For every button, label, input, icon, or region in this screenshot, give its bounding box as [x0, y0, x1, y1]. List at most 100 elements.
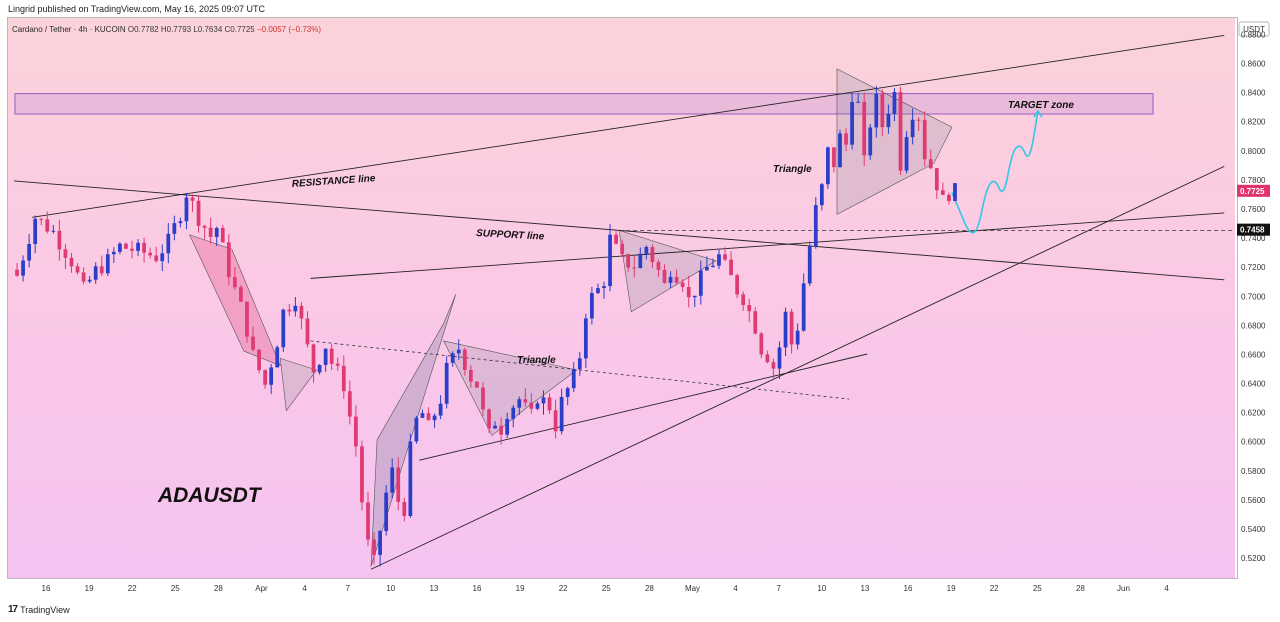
candle-body	[130, 248, 134, 251]
currency-tag-box	[1238, 21, 1270, 37]
candle-body	[916, 119, 921, 121]
candle-body	[487, 409, 491, 429]
candle-body	[704, 266, 709, 271]
time-tick: 10	[386, 584, 395, 593]
candle-body	[499, 425, 504, 435]
candle-body	[953, 183, 957, 201]
price-tick: 0.5400	[1241, 525, 1266, 534]
time-tick: 13	[429, 584, 438, 593]
candle-body	[160, 253, 165, 262]
tradingview-icon: 17	[8, 604, 18, 615]
close-value: C0.7725	[224, 25, 255, 34]
candle-body	[293, 305, 298, 312]
candle-body	[281, 309, 286, 348]
candle-body	[668, 276, 673, 283]
candle-body	[462, 349, 467, 370]
candle-body	[807, 246, 812, 284]
candle-body	[686, 287, 691, 298]
candle-body	[124, 243, 128, 249]
mid-channel-line	[310, 212, 1225, 279]
time-tick: 28	[645, 584, 654, 593]
change-value: −0.0057 (−0.73%)	[256, 25, 322, 34]
bottom-bar	[0, 600, 1280, 622]
candle-body	[305, 318, 310, 345]
price-axis: USDT 0.5200 0.5400 0.5600 0.5800 0.6000 0.6200…	[1237, 21, 1270, 563]
level-price-tag: 0.7458	[1237, 223, 1270, 236]
brand-label: TradingView	[20, 604, 70, 615]
candle-body	[384, 492, 389, 532]
level-price-tag-label: 0.7458	[1240, 226, 1265, 235]
time-tick: 25	[602, 584, 611, 593]
candle-body	[45, 219, 50, 232]
candle-body	[15, 269, 19, 276]
time-tick: Apr	[255, 584, 268, 593]
candle-body	[329, 348, 334, 364]
candle-body	[81, 272, 86, 282]
candle-body	[136, 242, 140, 251]
candle-body	[420, 413, 425, 418]
candle-body	[456, 349, 461, 354]
candle-body	[934, 168, 939, 191]
candle-body	[826, 147, 830, 185]
candle-body	[940, 190, 945, 195]
candle-body	[299, 305, 304, 319]
triangle-shade-small	[279, 357, 318, 412]
price-tick: 0.8400	[1241, 89, 1266, 98]
candle-body	[111, 251, 116, 255]
candle-body	[245, 301, 249, 337]
time-tick: 22	[128, 584, 137, 593]
candle-body	[257, 349, 261, 371]
candle-body	[105, 254, 110, 274]
time-tick: 25	[1033, 584, 1042, 593]
candle-body	[553, 410, 558, 432]
time-tick: May	[685, 584, 700, 593]
candle-body	[692, 295, 697, 298]
tradingview-logo[interactable]: 17 TradingView	[8, 604, 70, 615]
candle-body	[947, 194, 951, 201]
top-bar: Lingrid published on TradingView.com, Ma…	[0, 0, 1280, 18]
candle-body	[644, 247, 649, 254]
price-tick: 0.7200	[1241, 263, 1266, 272]
candle-body	[426, 413, 431, 421]
candle-body	[33, 218, 38, 245]
candle-body	[795, 330, 800, 345]
time-tick: 13	[860, 584, 869, 593]
level-price-tag-box	[1237, 223, 1270, 236]
candle-body	[650, 247, 655, 263]
price-tick: 0.6000	[1241, 438, 1266, 447]
candle-body	[27, 244, 32, 261]
candle-body	[275, 347, 280, 368]
time-tick: 19	[516, 584, 525, 593]
rising-trendline	[370, 165, 1225, 570]
lower-support-line	[419, 353, 868, 461]
candle-body	[39, 218, 44, 220]
price-tick: 0.5200	[1241, 554, 1266, 563]
candle-body	[414, 417, 419, 442]
candle-body	[922, 119, 927, 160]
candle-body	[360, 446, 364, 503]
time-tick: 19	[947, 584, 956, 593]
candle-body	[517, 399, 522, 408]
price-tick: 0.8200	[1241, 118, 1266, 127]
candle-body	[741, 294, 746, 306]
candle-body	[450, 353, 455, 363]
time-tick: 16	[904, 584, 913, 593]
chart-area[interactable]: RESISTANCE line SUPPORT line Triangle Trian…	[7, 17, 1238, 579]
candle-body	[565, 388, 570, 397]
candle-body	[547, 397, 552, 411]
target-zone-box	[14, 93, 1154, 115]
candle-body	[813, 205, 818, 247]
currency-tag-label: USDT	[1243, 25, 1265, 34]
high-value: H0.7793	[160, 25, 192, 34]
candle-body	[220, 227, 225, 243]
price-tick: 0.8600	[1241, 60, 1266, 69]
candle-body	[202, 225, 207, 228]
candle-body	[366, 502, 370, 540]
candle-body	[880, 93, 885, 128]
candle-body	[239, 287, 243, 302]
candle-body	[317, 364, 322, 373]
candles-layer	[15, 85, 957, 567]
candle-body	[856, 101, 861, 103]
candle-body	[468, 369, 473, 382]
candle-body	[214, 227, 219, 237]
